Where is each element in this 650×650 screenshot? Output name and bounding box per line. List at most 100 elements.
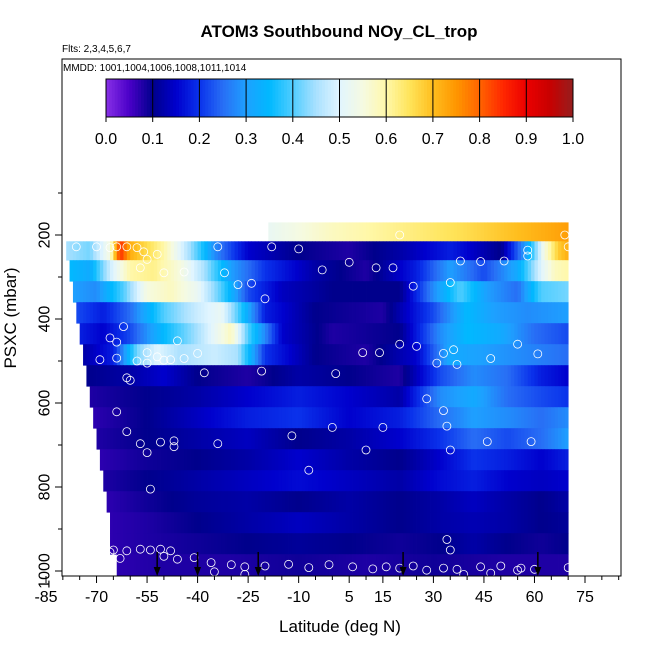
heatmap-cell xyxy=(403,344,407,366)
heatmap-cell xyxy=(217,386,222,408)
heatmap-cell xyxy=(227,470,232,492)
colorbar-segment xyxy=(155,79,160,117)
heatmap-cell xyxy=(480,302,485,324)
data-point xyxy=(395,230,405,240)
heatmap-cell xyxy=(157,407,161,429)
heatmap-cell xyxy=(564,533,569,555)
heatmap-cell xyxy=(460,281,465,303)
heatmap-cell xyxy=(490,281,495,303)
heatmap-cell xyxy=(561,449,566,471)
heatmap-cell xyxy=(547,470,552,492)
heatmap-cell xyxy=(460,470,465,492)
heatmap-cell xyxy=(258,449,262,471)
heatmap-cell xyxy=(419,428,424,450)
heatmap-cell xyxy=(285,281,289,303)
heatmap-cell xyxy=(426,365,431,387)
colorbar-segment xyxy=(324,79,329,117)
heatmap-cell xyxy=(487,428,492,450)
heatmap-cell xyxy=(426,302,431,324)
heatmap-cell xyxy=(342,260,347,282)
heatmap-cell xyxy=(153,281,158,303)
heatmap-cell xyxy=(170,281,175,303)
heatmap-cell xyxy=(541,344,545,366)
heatmap-cell xyxy=(157,344,161,366)
heatmap-cell xyxy=(558,533,562,555)
heatmap-cell xyxy=(554,533,559,555)
heatmap-cell xyxy=(244,386,249,408)
heatmap-cell xyxy=(312,449,316,471)
heatmap-cell xyxy=(416,449,421,471)
heatmap-cell xyxy=(362,260,367,282)
heatmap-cell xyxy=(483,470,488,492)
heatmap-cell xyxy=(372,491,377,513)
heatmap-cell xyxy=(325,323,330,345)
heatmap-cell xyxy=(477,533,481,555)
heatmap-cell xyxy=(184,281,188,303)
heatmap-cell xyxy=(558,222,562,242)
heatmap-cell xyxy=(318,260,323,282)
heatmap-cell xyxy=(531,222,535,242)
heatmap-cell xyxy=(214,533,219,555)
heatmap-cell xyxy=(376,222,380,242)
heatmap-cell xyxy=(268,386,273,408)
heatmap-cell xyxy=(150,302,155,324)
heatmap-cell xyxy=(551,512,556,534)
colorbar-segment xyxy=(313,79,317,117)
heatmap-cell xyxy=(278,491,283,513)
heatmap-cell xyxy=(278,533,283,555)
heatmap-cell xyxy=(416,365,421,387)
heatmap-cell xyxy=(440,386,444,408)
heatmap-cell xyxy=(261,512,266,534)
heatmap-cell xyxy=(174,260,178,282)
heatmap-cell xyxy=(389,302,394,324)
colorbar-segment xyxy=(427,79,431,117)
heatmap-cell xyxy=(372,554,377,576)
heatmap-cell xyxy=(275,281,279,303)
heatmap-cell xyxy=(423,302,428,324)
heatmap-cell xyxy=(460,491,465,513)
heatmap-cell xyxy=(214,344,219,366)
heatmap-cell xyxy=(366,344,370,366)
y-tick-label: 400 xyxy=(37,306,54,333)
data-point xyxy=(166,546,176,556)
heatmap-cell xyxy=(190,449,195,471)
heatmap-cell xyxy=(302,365,306,387)
heatmap-cell xyxy=(345,260,350,282)
heatmap-cell xyxy=(177,449,182,471)
heatmap-cell xyxy=(96,323,101,345)
heatmap-cell xyxy=(564,449,569,471)
heatmap-cell xyxy=(534,533,539,555)
heatmap-cell xyxy=(490,386,495,408)
heatmap-cell xyxy=(281,533,286,555)
heatmap-cell xyxy=(554,470,559,492)
heatmap-cell xyxy=(561,533,566,555)
heatmap-cell xyxy=(254,302,259,324)
heatmap-cell xyxy=(170,470,175,492)
heatmap-cell xyxy=(473,428,478,450)
colorbar-segment xyxy=(129,79,133,117)
colorbar-segment xyxy=(310,79,314,117)
heatmap-cell xyxy=(362,386,367,408)
heatmap-cell xyxy=(103,302,108,324)
heatmap-cell xyxy=(362,222,367,242)
heatmap-cell xyxy=(291,512,296,534)
heatmap-cell xyxy=(298,344,303,366)
heatmap-cell xyxy=(389,386,394,408)
heatmap-cell xyxy=(382,512,387,534)
heatmap-cell xyxy=(187,241,192,261)
heatmap-cell xyxy=(174,323,178,345)
data-point xyxy=(496,561,506,571)
heatmap-cell xyxy=(366,386,370,408)
heatmap-cell xyxy=(93,386,97,408)
heatmap-cell xyxy=(477,222,481,242)
heatmap-cell xyxy=(426,281,431,303)
colorbar-segment xyxy=(482,79,486,117)
heatmap-cell xyxy=(453,323,458,345)
heatmap-cell xyxy=(524,449,529,471)
heatmap-cell xyxy=(136,512,141,534)
heatmap-cell xyxy=(423,449,428,471)
data-point xyxy=(442,535,452,544)
colorbar-segment xyxy=(187,79,192,117)
heatmap-cell xyxy=(470,428,475,450)
heatmap-band xyxy=(110,512,569,534)
